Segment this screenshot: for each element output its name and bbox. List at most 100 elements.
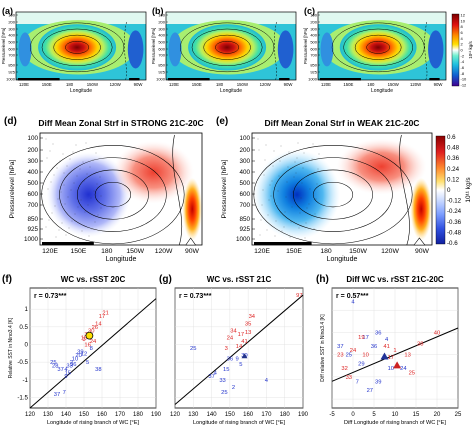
positive-anomaly [112, 140, 194, 204]
y-tick-label: 0 [25, 341, 29, 348]
colorbar-tick-label: -8 [461, 71, 465, 76]
data-point-label: 24 [90, 339, 97, 345]
significance-dot [298, 227, 300, 229]
field-core [188, 24, 267, 71]
data-point-label: 4 [64, 367, 68, 373]
y-tick-label: 100 [310, 13, 317, 18]
significance-dot [273, 150, 275, 152]
mid-panel: (d) Diff Mean Zonal Strf in STRONG 21C-20… [4, 116, 204, 263]
panel-frame [317, 11, 447, 81]
significance-dot [53, 174, 55, 176]
y-tick-label: 200 [310, 20, 317, 25]
significance-dot [302, 167, 304, 169]
data-point-label: 28 [52, 364, 58, 370]
significance-dot [296, 157, 298, 159]
contour-line [172, 134, 183, 246]
significance-dot [84, 211, 86, 213]
significance-dot [82, 149, 84, 151]
y-tick-label: 1000 [156, 77, 166, 82]
significance-dot [271, 180, 273, 182]
negative-anomaly [46, 152, 131, 238]
colorbar-tick-label: -0.12 [447, 198, 462, 205]
data-point-label: 25 [50, 360, 56, 366]
significance-dot [63, 184, 65, 186]
y-tick-label: 600 [158, 47, 165, 52]
significance-dot [258, 149, 260, 151]
x-axis-label: Longitude [70, 88, 92, 94]
significance-dot [65, 234, 67, 236]
y-tick-label: 200 [158, 20, 165, 25]
panel-title: WC vs. rSST 21C [207, 275, 272, 284]
significance-dot [45, 138, 47, 140]
panel-title: Diff WC vs. rSST 21C-20C [346, 275, 444, 284]
significance-dot [50, 181, 52, 183]
significance-dot [280, 145, 282, 147]
significance-dot [293, 176, 295, 178]
x-tick-label: 120E [19, 82, 29, 87]
data-point-label: 1 [393, 348, 396, 354]
mid-panel: (e) Diff Mean Zonal Strf in WEAK 21C-20C 1… [216, 116, 433, 263]
data-point-label: 27 [367, 388, 373, 394]
y-tick-label: -0.5 [17, 359, 28, 366]
y-tick-label: 925 [158, 70, 165, 75]
significance-dot [61, 222, 63, 224]
contour-line [76, 169, 149, 220]
data-point-label: 5 [86, 360, 89, 366]
significance-dot [56, 167, 58, 169]
plot-frame [174, 287, 304, 409]
x-axis-label: Longitude [327, 256, 358, 263]
contour-line [41, 28, 113, 66]
y-tick-label: 850 [8, 63, 15, 68]
data-point-label: 13 [404, 353, 410, 359]
significance-dot [283, 226, 285, 228]
data-point-label: 7 [356, 379, 359, 385]
x-axis-label: Longitude of rising branch of WC [°E] [193, 420, 286, 426]
panel-title: Diff Mean Zonal Strf in WEAK 21C-20C [265, 118, 420, 128]
data-point-label: 4 [351, 299, 355, 305]
x-tick-label: 190 [151, 412, 162, 418]
x-tick-label: 20 [434, 412, 441, 418]
data-point-label: 4 [214, 371, 218, 377]
colorbar-tick-label: -0.24 [447, 208, 462, 215]
colorbar-gradient [451, 13, 460, 87]
significance-dot [93, 190, 95, 192]
significance-dot [318, 153, 320, 155]
significance-dot [90, 197, 92, 199]
significance-dot [306, 207, 308, 209]
x-tick-label: -5 [329, 412, 335, 418]
correlation-annotation: r = 0.73*** [34, 293, 67, 300]
x-tick-label: 90W [284, 82, 294, 87]
colorbar-tick-label: 0 [461, 48, 464, 53]
y-tick-label: 500 [27, 180, 38, 187]
significance-dot [287, 166, 289, 168]
data-point-label: 21 [102, 311, 108, 317]
x-tick-label: 120W [410, 82, 422, 87]
positive-anomaly [336, 138, 427, 195]
x-tick-label: 150E [42, 82, 52, 87]
significance-dot [74, 213, 76, 215]
significance-dot [91, 228, 93, 230]
significance-dot [286, 181, 288, 183]
significance-dot [94, 221, 96, 223]
y-tick-label: 700 [239, 202, 250, 209]
significance-dot [66, 165, 68, 167]
y-tick-label: 1000 [6, 77, 16, 82]
y-tick-label: 100 [27, 135, 38, 142]
significance-dot [277, 190, 279, 192]
y-tick-label: 925 [27, 226, 38, 233]
significance-dot [75, 144, 77, 146]
data-point-label: 25 [409, 370, 415, 376]
y-tick-label: 700 [310, 53, 317, 58]
data-point-label: 41 [383, 344, 389, 350]
significance-dot [99, 176, 101, 178]
significance-dot [100, 195, 102, 197]
significance-dot [276, 205, 278, 207]
field-upper-band [318, 12, 446, 24]
x-tick-label: 180 [367, 82, 375, 87]
top-panel: (b)Mean Zonal Strf in STRONG in 20C10020… [151, 6, 297, 94]
significance-dot [64, 203, 66, 205]
y-axis-label: Pressurelevel [hPa] [151, 28, 156, 64]
y-axis-label: Pressurelevel [hPa] [221, 159, 228, 218]
